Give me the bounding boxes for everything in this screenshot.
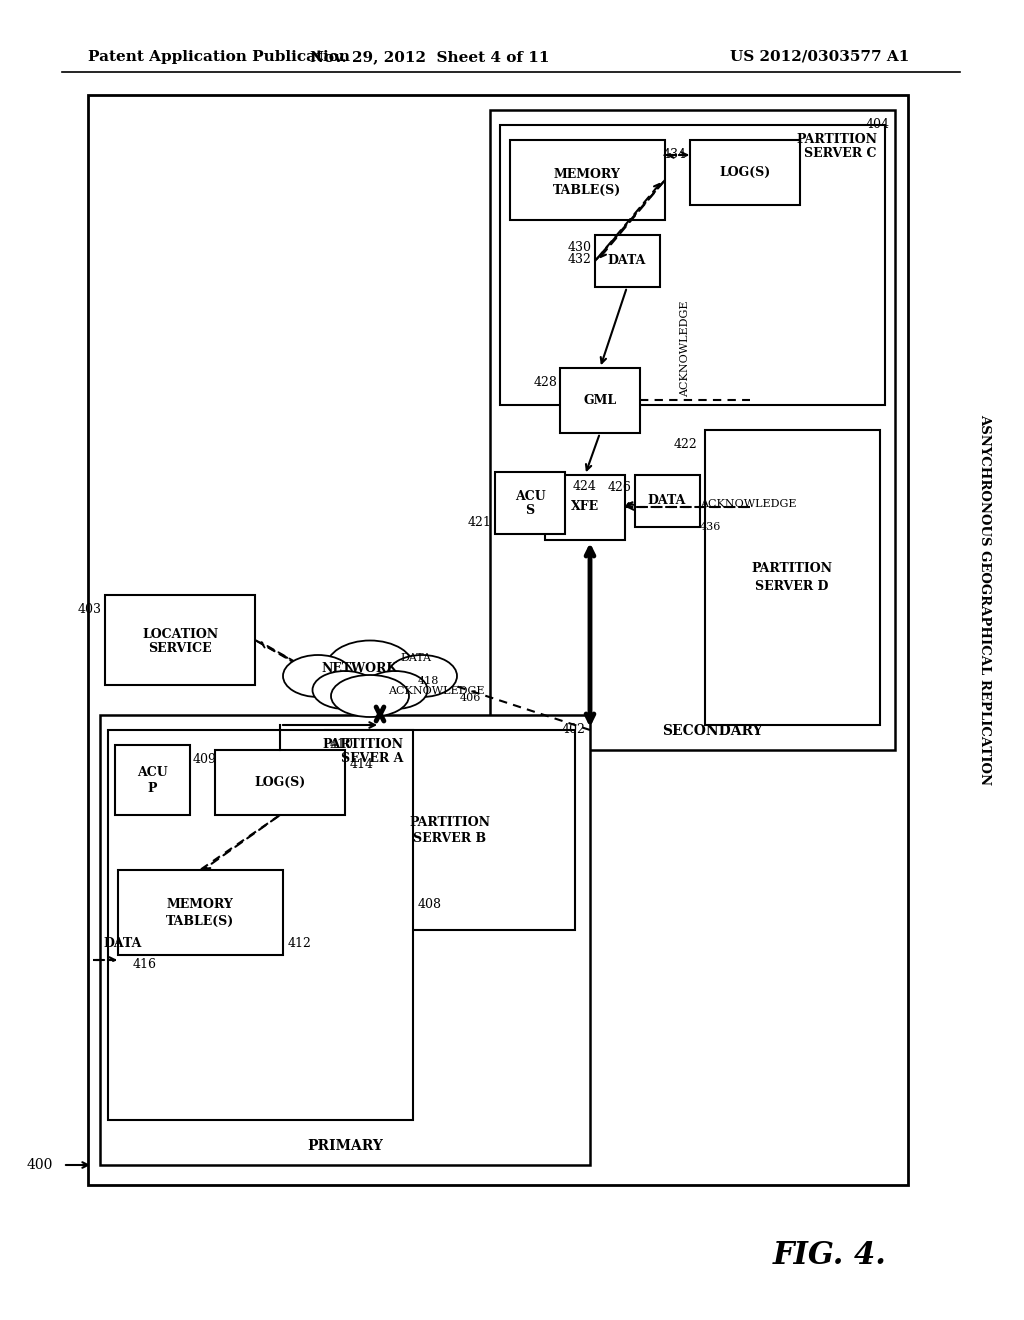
Text: 434: 434 [663,148,687,161]
Bar [495,473,565,535]
Bar [88,95,908,1185]
Ellipse shape [331,675,409,717]
Bar [118,870,283,954]
Text: ACU: ACU [515,491,546,503]
Text: 422: 422 [673,438,697,451]
Bar [705,430,880,725]
Bar [215,750,345,814]
Text: SERVER D: SERVER D [756,581,828,594]
Text: 412: 412 [288,937,312,950]
Text: 424: 424 [573,480,597,492]
Bar [690,140,800,205]
Text: LOCATION: LOCATION [142,627,218,640]
Bar [105,595,255,685]
Text: DATA: DATA [608,255,646,268]
Bar [325,730,575,931]
Text: 430: 430 [568,242,592,253]
Text: DATA: DATA [400,653,431,663]
Text: 426: 426 [608,480,632,494]
Text: NETWORK: NETWORK [322,661,398,675]
Text: PARTITION: PARTITION [796,133,877,147]
Text: TABLE(S): TABLE(S) [166,915,234,928]
Text: 436: 436 [700,521,721,532]
Text: MEMORY: MEMORY [167,899,233,912]
Text: SEVER A: SEVER A [341,752,403,766]
Ellipse shape [283,655,353,697]
Text: 428: 428 [534,376,557,389]
Bar [115,744,190,814]
Bar [635,475,700,527]
Text: 410: 410 [330,738,354,751]
Text: ASNYCHRONOUS GEOGRAPHICAL REPLICATION: ASNYCHRONOUS GEOGRAPHICAL REPLICATION [979,414,991,785]
Ellipse shape [362,671,427,709]
Text: 406: 406 [460,693,481,704]
Text: SECONDARY: SECONDARY [662,723,762,738]
Text: 409: 409 [193,752,217,766]
Bar [510,140,665,220]
Text: MEMORY: MEMORY [554,169,621,181]
Bar [545,475,625,540]
Text: PARTITION: PARTITION [322,738,403,751]
Text: 403: 403 [78,603,102,616]
Text: DATA: DATA [103,937,141,950]
Bar [560,368,640,433]
Text: S: S [525,504,535,517]
Text: ACKNOWLEDGE: ACKNOWLEDGE [388,686,484,696]
Text: 408: 408 [418,899,442,912]
Text: 416: 416 [133,958,157,972]
Text: 421: 421 [468,516,492,529]
Text: P: P [147,781,157,795]
Text: Nov. 29, 2012  Sheet 4 of 11: Nov. 29, 2012 Sheet 4 of 11 [310,50,550,63]
Text: 402: 402 [561,723,585,737]
Ellipse shape [326,640,414,696]
Ellipse shape [312,671,378,709]
Bar [108,730,413,1119]
Text: US 2012/0303577 A1: US 2012/0303577 A1 [730,50,909,63]
Text: Patent Application Publication: Patent Application Publication [88,50,350,63]
Text: PARTITION: PARTITION [410,816,490,829]
Text: ACKNOWLEDGE: ACKNOWLEDGE [700,499,797,510]
Text: GML: GML [584,393,616,407]
Text: PARTITION: PARTITION [752,562,833,576]
Text: 400: 400 [27,1158,53,1172]
Text: ACU: ACU [136,767,167,780]
Bar [490,110,895,750]
Text: SERVICE: SERVICE [148,642,212,655]
Text: 418: 418 [418,676,439,686]
Text: SERVER C: SERVER C [805,147,877,160]
Text: 404: 404 [866,117,890,131]
Text: DATA: DATA [648,495,686,507]
Text: XFE: XFE [571,500,599,513]
Text: ACKNOWLEDGE: ACKNOWLEDGE [680,301,690,397]
Text: 414: 414 [350,758,374,771]
Text: 432: 432 [568,253,592,267]
Bar [500,125,885,405]
Bar [100,715,590,1166]
Text: LOG(S): LOG(S) [254,776,305,788]
Ellipse shape [387,655,457,697]
Text: SERVER B: SERVER B [414,832,486,845]
Bar [595,235,660,286]
Text: LOG(S): LOG(S) [720,165,771,178]
Text: FIG. 4.: FIG. 4. [773,1239,887,1270]
Text: TABLE(S): TABLE(S) [553,183,622,197]
Text: PRIMARY: PRIMARY [307,1139,383,1152]
